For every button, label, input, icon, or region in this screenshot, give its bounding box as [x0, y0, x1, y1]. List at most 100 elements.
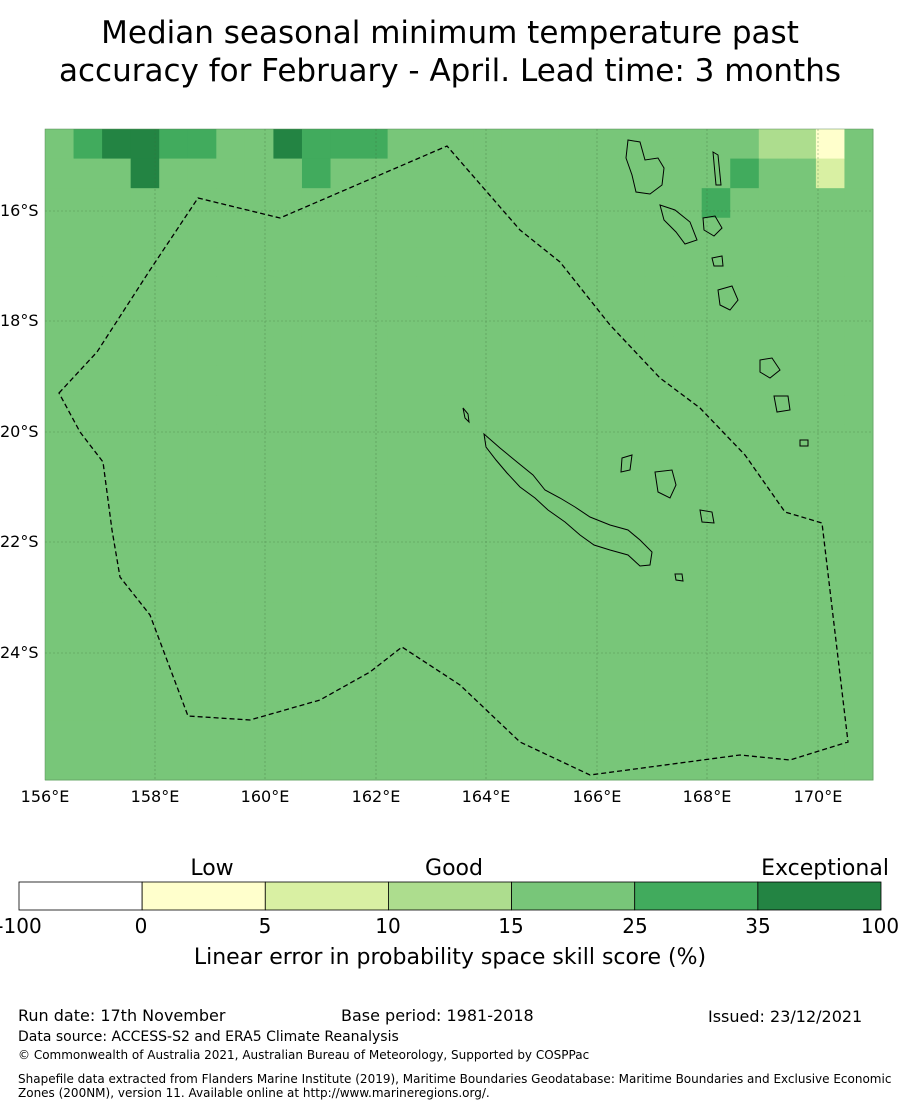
- skill-cell: [416, 247, 446, 278]
- skill-cell: [758, 217, 788, 248]
- skill-cell: [673, 691, 703, 722]
- skill-cell: [558, 247, 588, 278]
- skill-cell: [387, 484, 417, 515]
- skill-cell: [587, 454, 617, 485]
- skill-cell: [244, 454, 274, 485]
- skill-cell: [473, 158, 503, 189]
- skill-cell: [444, 750, 474, 781]
- skill-cell: [616, 632, 646, 663]
- skill-cell: [130, 336, 160, 367]
- skill-cell: [815, 513, 845, 544]
- skill-cell: [587, 602, 617, 633]
- skill-cell: [730, 720, 760, 751]
- skill-cell: [301, 513, 332, 544]
- skill-cell: [102, 513, 132, 544]
- skill-cell: [73, 602, 103, 633]
- belep-islands: [462, 407, 470, 424]
- skill-cell: [130, 188, 160, 219]
- skill-cell: [273, 484, 303, 515]
- skill-cell: [444, 336, 474, 367]
- skill-cell: [730, 395, 760, 426]
- skill-cell: [673, 572, 703, 603]
- map-title-line-2: accuracy for February - April. Lead time…: [58, 53, 842, 89]
- skill-cell: [758, 720, 788, 751]
- skill-cell: [330, 661, 360, 692]
- skill-cell: [102, 158, 132, 189]
- skill-cell: [701, 543, 731, 574]
- skill-cell: [359, 395, 389, 426]
- skill-cell: [330, 336, 360, 367]
- skill-cell: [102, 217, 132, 248]
- skill-cell: [216, 513, 246, 544]
- skill-cell: [616, 720, 646, 751]
- skill-cell: [501, 484, 531, 515]
- skill-cell: [416, 336, 446, 367]
- skill-cell: [273, 276, 303, 308]
- skill-cell: [730, 543, 760, 574]
- legend-tick: -100: [0, 914, 42, 938]
- skill-cell: [673, 543, 703, 574]
- skill-cell: [416, 365, 446, 396]
- skill-cell: [730, 484, 760, 515]
- skill-cell: [273, 129, 303, 160]
- skill-cell: [644, 247, 674, 278]
- skill-cell: [387, 395, 417, 426]
- skill-cell: [216, 129, 246, 160]
- skill-cell: [701, 602, 731, 633]
- skill-cell: [359, 484, 389, 515]
- skill-cell: [273, 602, 303, 633]
- skill-cell: [558, 365, 588, 396]
- skill-cell: [130, 543, 160, 574]
- skill-cell: [758, 602, 788, 633]
- map-title-line-1: Median seasonal minimum temperature past: [101, 15, 799, 51]
- skill-cell: [673, 306, 703, 337]
- skill-cell: [330, 395, 360, 426]
- skill-cell: [359, 750, 389, 781]
- skill-cell: [301, 188, 332, 219]
- skill-cell: [73, 276, 103, 308]
- skill-cell: [473, 750, 503, 781]
- skill-cell: [758, 750, 788, 781]
- skill-cell: [644, 217, 674, 248]
- skill-cell: [530, 395, 560, 426]
- skill-cell: [330, 188, 360, 219]
- skill-cell: [216, 336, 246, 367]
- skill-cell: [444, 129, 474, 160]
- skill-cell: [73, 484, 103, 515]
- skill-cell: [530, 336, 560, 367]
- skill-cell: [273, 217, 303, 248]
- skill-cell: [187, 720, 217, 751]
- skill-cell: [673, 484, 703, 515]
- legend-tick: 35: [745, 914, 771, 938]
- skill-cell: [359, 661, 389, 692]
- skill-cell: [701, 720, 731, 751]
- skill-cell: [587, 691, 617, 722]
- skill-cell: [701, 217, 731, 248]
- skill-cell: [558, 484, 588, 515]
- skill-cell: [102, 572, 132, 603]
- skill-cell: [701, 632, 731, 663]
- skill-cell: [558, 602, 588, 633]
- skill-cell: [530, 365, 560, 396]
- skill-cell: [758, 543, 788, 574]
- skill-cell: [301, 661, 332, 692]
- skill-cell: [701, 395, 731, 426]
- skill-cell: [216, 572, 246, 603]
- vanuatu-erromango: [711, 255, 724, 267]
- skill-cell: [301, 129, 332, 160]
- skill-cell: [587, 395, 617, 426]
- skill-cell: [787, 720, 817, 751]
- skill-cell: [244, 750, 274, 781]
- skill-cell: [587, 217, 617, 248]
- skill-cell: [244, 247, 274, 278]
- skill-cell: [244, 188, 274, 219]
- skill-cell: [501, 691, 531, 722]
- skill-cell: [701, 424, 731, 455]
- skill-cell: [301, 336, 332, 367]
- skill-cell: [444, 306, 474, 337]
- skill-cell: [673, 720, 703, 751]
- skill-cell: [673, 661, 703, 692]
- skill-cell: [73, 572, 103, 603]
- skill-cell: [187, 454, 217, 485]
- skill-cell: [473, 543, 503, 574]
